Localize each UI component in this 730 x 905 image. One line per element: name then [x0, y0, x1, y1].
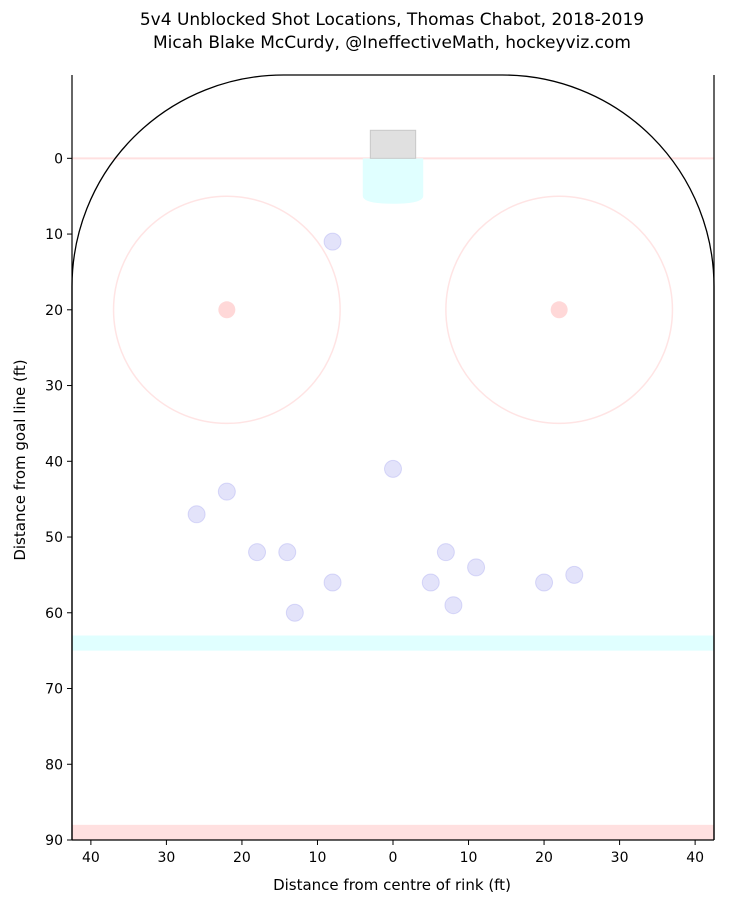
y-tick-label: 50: [45, 530, 63, 546]
goal-crease: [362, 158, 424, 204]
shot-point: [565, 565, 584, 584]
shot-point: [248, 543, 267, 562]
y-tick-label: 20: [45, 303, 63, 319]
faceoff-circle-right: [445, 195, 674, 425]
blue-line: [72, 635, 714, 651]
faceoff-circle-left: [112, 195, 341, 425]
y-tick-label: 40: [45, 454, 63, 470]
chart-subtitle: Micah Blake McCurdy, @IneffectiveMath, h…: [153, 33, 631, 53]
x-tick-label: 40: [686, 850, 704, 866]
x-tick-label: 0: [389, 850, 398, 866]
x-tick-label: 20: [535, 850, 553, 866]
centre-red-line: [72, 824, 714, 840]
shot-points: [187, 232, 584, 622]
y-tick-label: 10: [45, 227, 63, 243]
shot-point: [421, 573, 440, 592]
shot-point: [323, 573, 342, 592]
shot-point: [217, 482, 236, 501]
y-axis-label: Distance from goal line (ft): [11, 359, 29, 560]
shot-point: [467, 558, 486, 577]
y-tick-label: 0: [54, 151, 63, 167]
x-tick-label: 40: [82, 850, 100, 866]
goal-net: [369, 129, 417, 159]
y-tick-label: 60: [45, 606, 63, 622]
shot-point: [278, 543, 297, 562]
faceoff-dot-right: [550, 301, 568, 319]
y-tick-label: 30: [45, 379, 63, 395]
axes: 40 30 20 10 0 10 20 30 40 0 10 20 30 40 50 60 70 80 90: [45, 75, 715, 866]
x-tick-label: 10: [309, 850, 327, 866]
faceoff-dot-left: [218, 301, 236, 319]
shot-point: [535, 573, 554, 592]
x-tick-label: 20: [233, 850, 251, 866]
x-axis-label: Distance from centre of rink (ft): [273, 876, 511, 894]
y-tick-label: 70: [45, 682, 63, 698]
x-tick-label: 30: [611, 850, 629, 866]
shot-point: [444, 596, 463, 615]
shot-point: [285, 603, 304, 622]
shot-point: [384, 459, 402, 478]
rink-surface: [71, 74, 715, 840]
shot-point: [187, 505, 206, 524]
shot-point: [436, 543, 455, 562]
y-tick-label: 90: [45, 833, 63, 849]
shot-point: [323, 232, 342, 251]
x-tick-label: 30: [157, 850, 175, 866]
rink-boards: [71, 74, 715, 840]
x-tick-label: 10: [460, 850, 478, 866]
y-tick-label: 80: [45, 757, 63, 773]
chart-title: 5v4 Unblocked Shot Locations, Thomas Cha…: [140, 10, 644, 30]
